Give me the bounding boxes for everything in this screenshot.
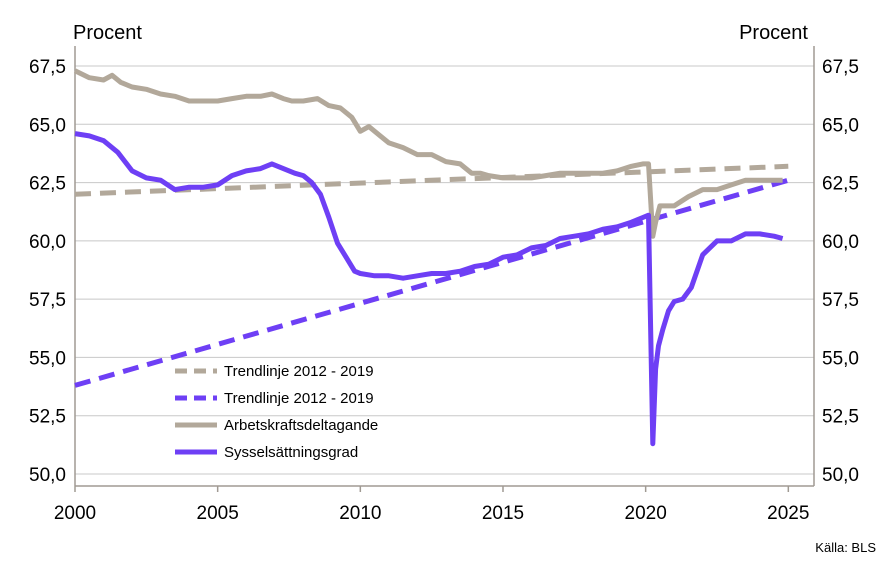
- x-tick-label: 2010: [339, 503, 381, 524]
- y-tick-label-right: 55,0: [822, 348, 859, 369]
- y-tick-label-right: 67,5: [822, 57, 859, 78]
- y-tick-label-left: 57,5: [29, 290, 66, 311]
- y-tick-label-right: 60,0: [822, 232, 859, 253]
- legend: Trendlinje 2012 - 2019 Trendlinje 2012 - …: [175, 363, 378, 461]
- y-tick-label-right: 65,0: [822, 115, 859, 136]
- x-tick-label: 2020: [625, 503, 667, 524]
- left-y-tick-labels: 50,0 52,5 55,0 57,5 60,0 62,5 65,0 67,5: [29, 57, 66, 486]
- axes: [74, 46, 815, 492]
- right-y-tick-labels: 50,0 52,5 55,0 57,5 60,0 62,5 65,0 67,5: [822, 57, 859, 486]
- x-tick-label: 2015: [482, 503, 524, 524]
- y-tick-label-right: 62,5: [822, 174, 859, 195]
- gridlines: [75, 65, 814, 475]
- source-note: Källa: BLS: [815, 540, 876, 555]
- y-tick-label-right: 50,0: [822, 465, 859, 486]
- y-tick-label-left: 65,0: [29, 115, 66, 136]
- x-tick-label: 2000: [54, 503, 96, 524]
- y-tick-label-left: 62,5: [29, 174, 66, 195]
- trend-participation-line: [74, 163, 789, 197]
- trend-employment-line: [74, 177, 789, 388]
- employment-line: [74, 131, 784, 447]
- y-tick-label-right: 52,5: [822, 407, 859, 428]
- x-tick-labels: 2000 2005 2010 2015 2020 2025: [54, 503, 810, 524]
- legend-label: Trendlinje 2012 - 2019: [224, 363, 374, 380]
- left-axis-unit: Procent: [73, 22, 142, 44]
- legend-label: Sysselsättningsgrad: [224, 444, 358, 461]
- x-tick-label: 2005: [197, 503, 239, 524]
- legend-label: Trendlinje 2012 - 2019: [224, 390, 374, 407]
- y-tick-label-left: 50,0: [29, 465, 66, 486]
- x-tick-label: 2025: [767, 503, 809, 524]
- y-tick-label-right: 57,5: [822, 290, 859, 311]
- right-axis-unit: Procent: [739, 22, 808, 44]
- legend-label: Arbetskraftsdeltagande: [224, 417, 378, 434]
- y-tick-label-left: 67,5: [29, 57, 66, 78]
- y-tick-label-left: 52,5: [29, 407, 66, 428]
- y-tick-label-left: 55,0: [29, 348, 66, 369]
- participation-line: [73, 68, 783, 239]
- plot-area: [73, 68, 789, 447]
- y-tick-label-left: 60,0: [29, 232, 66, 253]
